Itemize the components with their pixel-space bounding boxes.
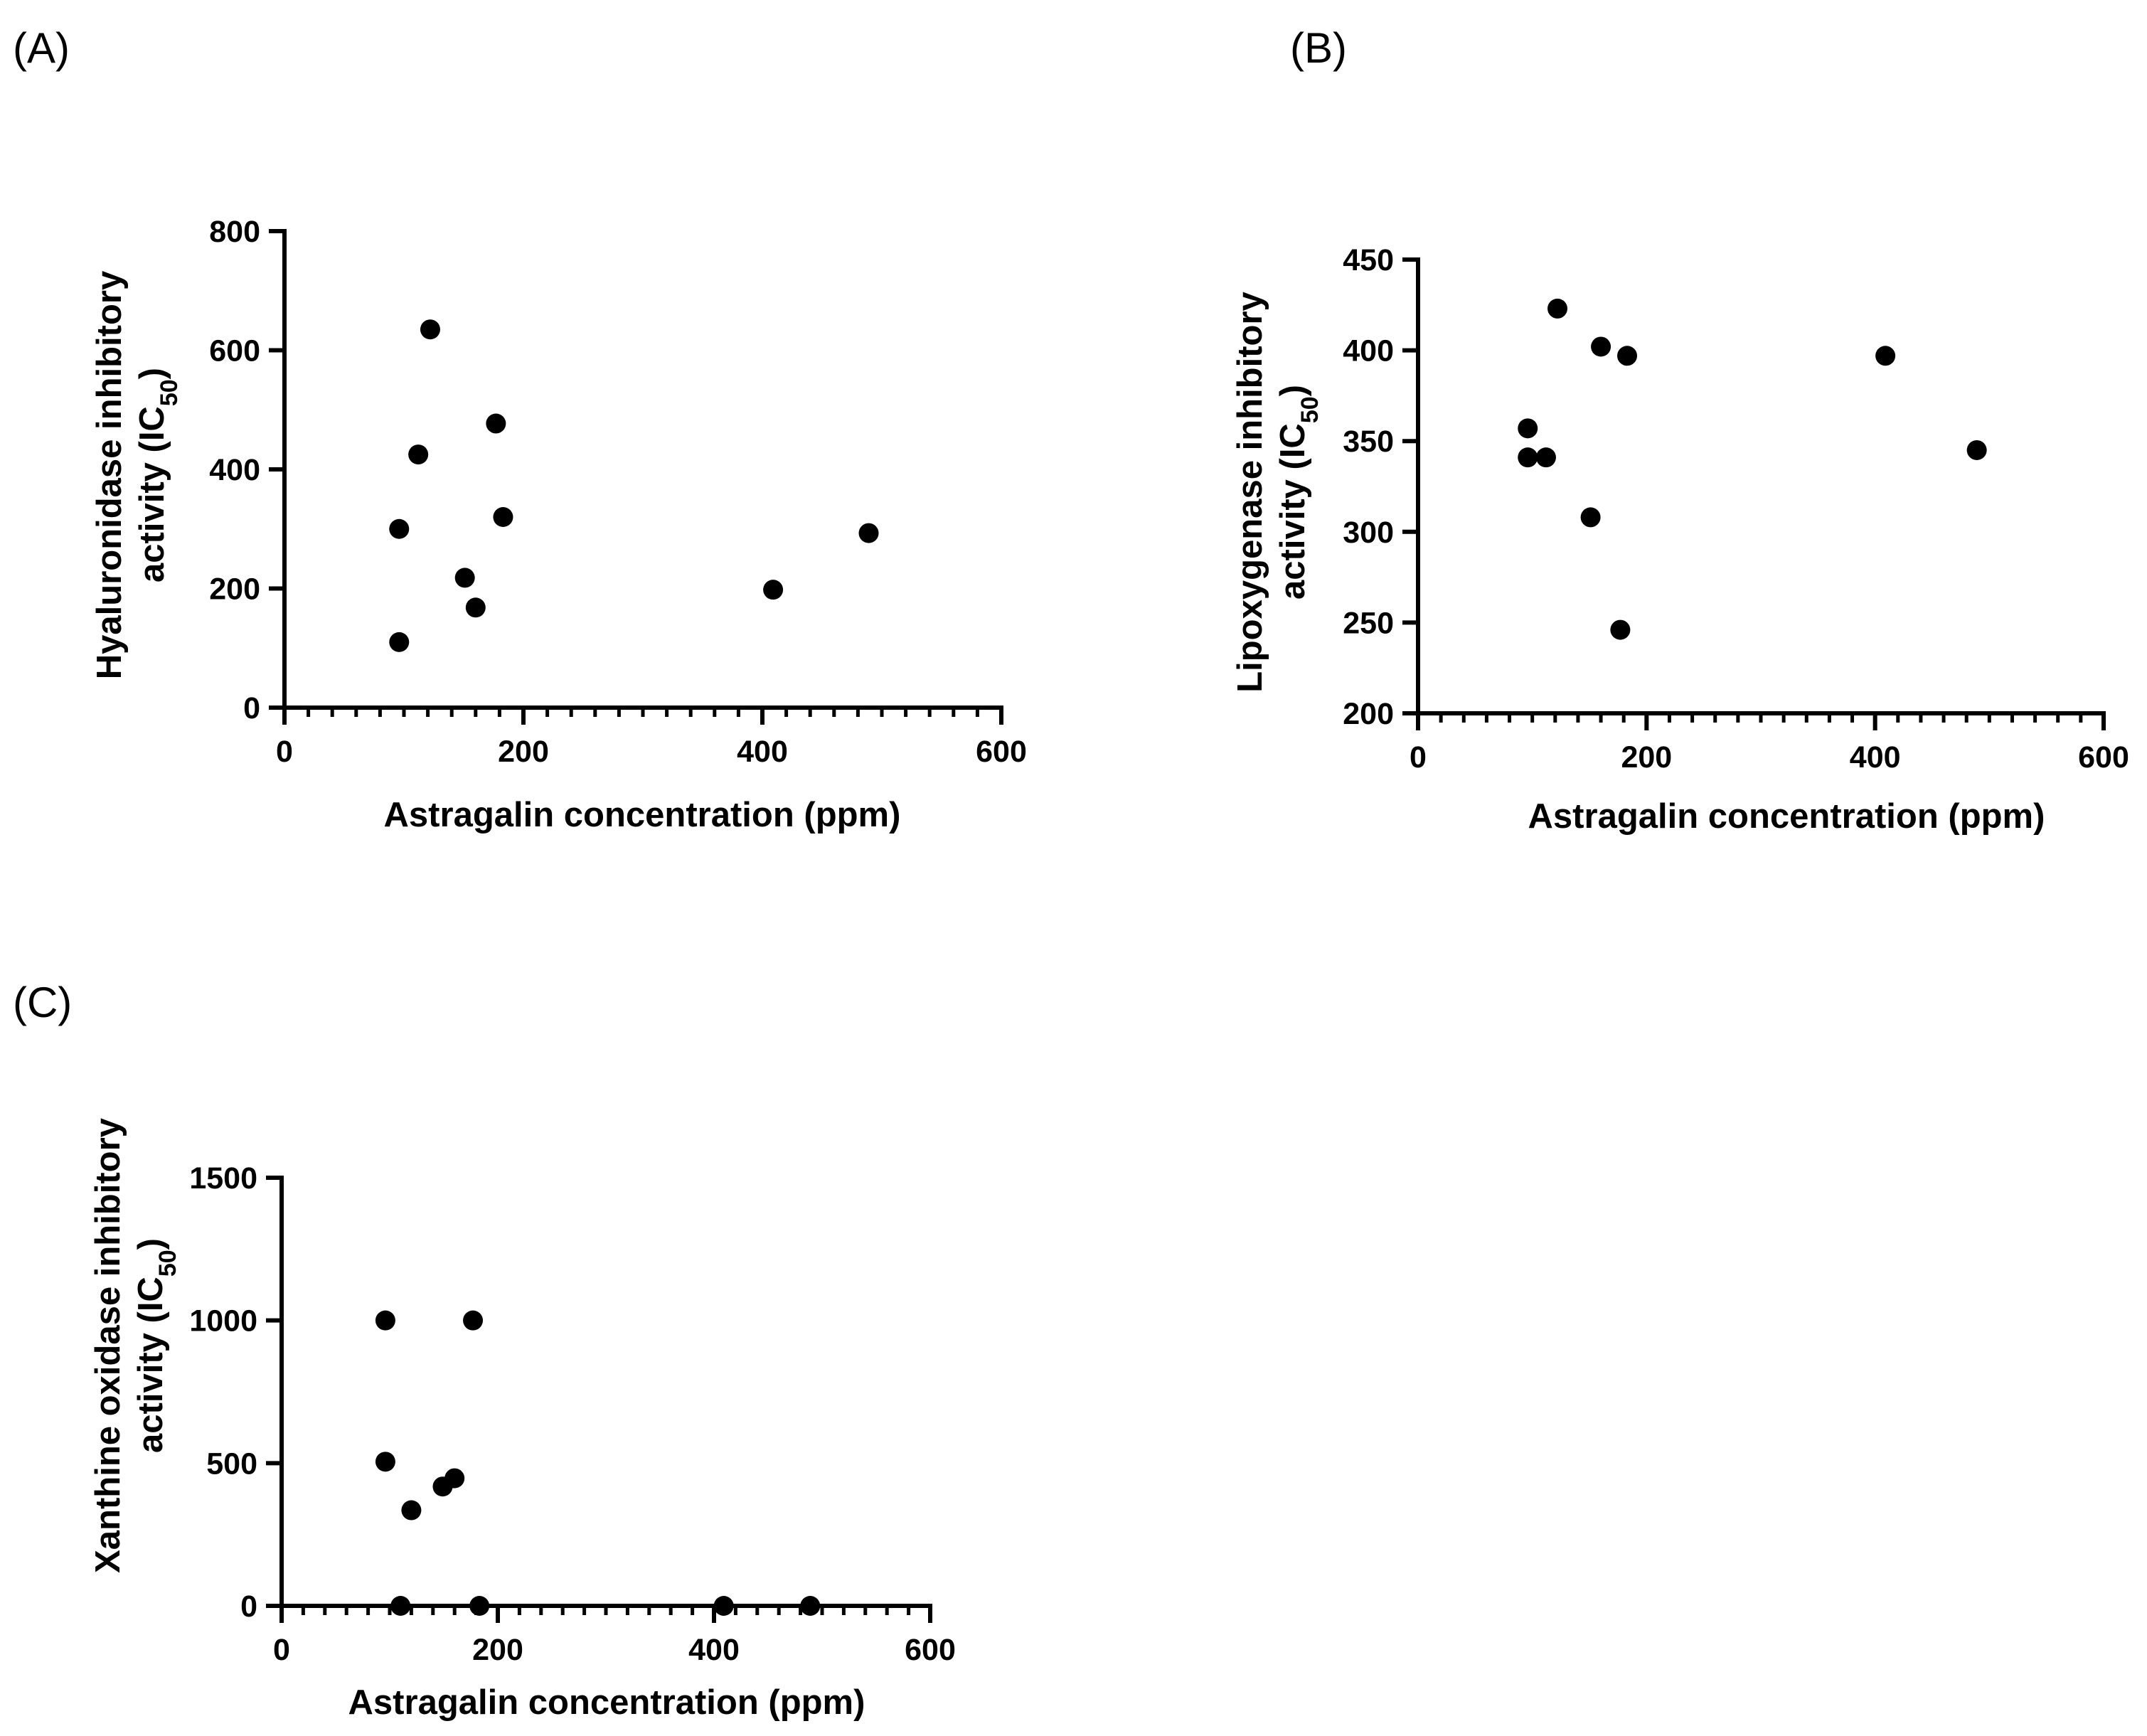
panel-a-label: (A) <box>13 24 70 72</box>
panel-b-data-point <box>1875 346 1896 366</box>
panel-b-y-title-subscript: 50 <box>1296 396 1323 423</box>
panel-c-data-point <box>463 1310 484 1331</box>
panel-a-x-axis-title: Astragalin concentration (ppm) <box>384 796 901 834</box>
panel-a-plot: 0 200 400 600 0 200 400 600 800 <box>209 215 1027 769</box>
panel-b-y-tick-label: 450 <box>1343 243 1394 277</box>
panel-a-data-point <box>493 507 513 527</box>
panel-b-label: (B) <box>1290 24 1347 72</box>
panel-b-data-point <box>1518 418 1538 439</box>
panel-b-y-tick-label: 250 <box>1343 606 1394 640</box>
panel-c-x-tick-label: 600 <box>905 1633 956 1667</box>
panel-a-x-tick-label: 200 <box>498 735 549 769</box>
panel-a-data-point <box>408 444 429 465</box>
panel-b-y-tick-label: 400 <box>1343 334 1394 368</box>
panel-a-data-point <box>486 413 506 434</box>
panel-a-y-title-subscript: 50 <box>156 379 183 406</box>
panel-c-y-axis-title-line2: activity (IC50) <box>132 1238 181 1453</box>
panel-b-y-tick-label: 300 <box>1343 516 1394 550</box>
panel-b-x-tick-label: 200 <box>1621 740 1672 774</box>
panel-b-y-axis-title: Lipoxygenase inhibitory activity (IC50) <box>1231 292 1323 693</box>
panel-a-y-tick-label: 800 <box>209 215 260 249</box>
panel-b-data-point <box>1580 507 1601 528</box>
panel-a-y-tick-label: 200 <box>209 573 260 607</box>
panel-c-data-point <box>375 1452 395 1472</box>
panel-c: (C) Astragalin concentration (ppm) Xanth… <box>13 979 956 1722</box>
panel-b-data-point <box>1518 447 1538 468</box>
panel-b-data-point <box>1617 346 1638 366</box>
panel-a-y-axis-title: Hyaluronidase inhibitory activity (IC50) <box>90 271 183 679</box>
panel-b-y-tick-label: 200 <box>1343 697 1394 731</box>
panel-b-data-point <box>1966 440 1987 460</box>
panel-a-y-tick-label: 600 <box>209 334 260 368</box>
panel-b: (B) Astragalin concentration (ppm) Lipox… <box>1231 24 2129 836</box>
panel-a-y-title-suffix: ) <box>133 368 171 379</box>
panel-b-data-point <box>1535 447 1556 468</box>
panel-b-y-axis-title-line2: activity (IC50) <box>1274 385 1323 600</box>
panel-c-y-tick-label: 500 <box>206 1447 257 1481</box>
panel-a-data-point <box>454 568 475 588</box>
panel-c-y-title-subscript: 50 <box>154 1250 181 1277</box>
panel-b-plot: 0 200 400 600 200 250 300 350 400 450 <box>1343 243 2129 774</box>
panel-a-data-point <box>763 580 784 600</box>
panel-a-data-point <box>389 632 410 652</box>
panel-b-data-point <box>1547 298 1568 319</box>
panel-c-data-point <box>713 1596 734 1616</box>
panel-a-y-axis-title-line1: Hyaluronidase inhibitory <box>90 271 129 679</box>
panel-c-x-axis-title: Astragalin concentration (ppm) <box>348 1683 865 1722</box>
panel-c-y-tick-label: 1000 <box>189 1304 257 1338</box>
panel-c-data-point <box>469 1596 490 1616</box>
panel-c-y-axis-title: Xanthine oxidase inhibitory activity (IC… <box>89 1118 181 1573</box>
panel-a-y-axis-title-line2: activity (IC50) <box>133 368 183 582</box>
panel-b-y-axis-title-line1: Lipoxygenase inhibitory <box>1231 292 1269 693</box>
panel-b-y-title-prefix: activity (IC <box>1274 423 1312 600</box>
panel-b-x-tick-label: 0 <box>1410 740 1427 774</box>
panel-b-x-axis-title: Astragalin concentration (ppm) <box>1528 797 2045 836</box>
panel-c-data-point <box>390 1596 411 1616</box>
panel-c-y-axis-title-line1: Xanthine oxidase inhibitory <box>89 1118 127 1573</box>
panel-c-x-tick-label: 200 <box>472 1633 523 1667</box>
panel-c-y-title-prefix: activity (IC <box>132 1277 170 1453</box>
panel-c-data-point <box>375 1310 395 1331</box>
panel-a-y-tick-label: 0 <box>243 691 260 725</box>
panel-b-y-tick-label: 350 <box>1343 425 1394 459</box>
panel-a-data-point <box>420 319 440 340</box>
panel-a-x-tick-label: 400 <box>737 735 788 769</box>
panel-b-y-title-suffix: ) <box>1274 385 1312 396</box>
panel-c-y-tick-label: 0 <box>240 1589 257 1624</box>
panel-a-data-point <box>389 518 410 539</box>
panel-b-data-point <box>1610 619 1631 640</box>
panel-c-x-tick-label: 0 <box>273 1633 290 1667</box>
panel-c-data-point <box>444 1468 465 1489</box>
panel-a: (A) Astragalin concentration (ppm) Hyalu… <box>13 24 1027 834</box>
panel-c-label: (C) <box>13 979 72 1026</box>
panel-b-x-tick-label: 600 <box>2078 740 2129 774</box>
panel-a-data-point <box>858 523 879 543</box>
panel-c-data-point <box>800 1596 821 1616</box>
panel-c-x-tick-label: 400 <box>688 1633 740 1667</box>
panel-b-data-point <box>1591 336 1611 357</box>
panel-c-y-tick-label: 1500 <box>189 1161 257 1196</box>
panel-a-data-point <box>465 597 486 618</box>
panel-a-y-tick-label: 400 <box>209 453 260 487</box>
panel-b-x-tick-label: 400 <box>1850 740 1901 774</box>
panel-c-plot: 0 200 400 600 0 500 1000 1500 <box>189 1161 956 1667</box>
panel-a-y-title-prefix: activity (IC <box>133 406 171 582</box>
panel-c-y-title-suffix: ) <box>132 1238 170 1250</box>
panel-a-x-tick-label: 0 <box>276 735 293 769</box>
panel-a-x-tick-label: 600 <box>976 735 1027 769</box>
panel-c-data-point <box>401 1500 422 1521</box>
